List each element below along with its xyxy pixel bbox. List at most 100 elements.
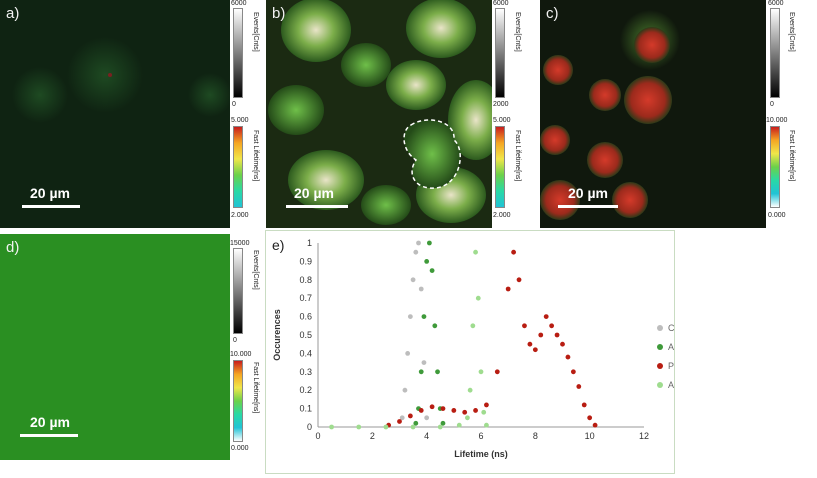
y-tick-label: 0.9 bbox=[299, 256, 312, 266]
colorbar-lifetime-c-min: 0.000 bbox=[768, 212, 786, 219]
colorbar-events-ab-max: 6000 bbox=[231, 0, 247, 7]
data-point bbox=[432, 323, 438, 329]
colorbar-lifetime-ab-title: Fast Lifetime[ns] bbox=[252, 130, 259, 182]
panel-c: c) 20 µm bbox=[540, 0, 766, 228]
panel-a-label: a) bbox=[6, 5, 20, 22]
micrograph-b bbox=[268, 0, 492, 225]
data-point bbox=[440, 406, 446, 411]
colorbar-events-d-title: Events[Cnts] bbox=[252, 250, 259, 290]
panel-a: a) 20 µm bbox=[0, 0, 230, 228]
colorbar-lifetime-d-title: Fast Lifetime[ns] bbox=[252, 362, 259, 414]
y-tick-label: 0.5 bbox=[299, 330, 312, 340]
colorbar-lifetime-ab-max: 5.000 bbox=[231, 117, 249, 124]
data-point bbox=[421, 314, 427, 319]
micrograph-a bbox=[12, 37, 230, 123]
colorbar-events-c-min: 0 bbox=[770, 101, 774, 108]
data-point bbox=[549, 323, 555, 329]
data-point bbox=[402, 387, 408, 393]
data-point bbox=[505, 286, 511, 292]
data-point bbox=[429, 268, 435, 273]
data-point bbox=[418, 408, 424, 413]
legend-marker bbox=[657, 344, 663, 350]
x-tick-label: 4 bbox=[424, 431, 429, 441]
data-point bbox=[467, 387, 473, 393]
colorbar-lifetime-d-min: 0.000 bbox=[231, 445, 249, 452]
data-point bbox=[560, 341, 565, 347]
x-tick-label: 2 bbox=[370, 431, 375, 441]
y-tick-label: 0 bbox=[307, 422, 312, 432]
panel-e-label: e) bbox=[272, 237, 285, 253]
legend-label: Cells bbox=[668, 323, 674, 333]
data-point bbox=[407, 314, 413, 319]
data-point bbox=[456, 422, 462, 428]
legend-marker bbox=[657, 363, 663, 369]
data-point bbox=[581, 402, 587, 408]
panel-e: e) 0 2 4 6 8 10 12 0 0.1 0.2 0.3 0.4 0.5 0.6 0.7 0.8 0.9… bbox=[265, 230, 744, 474]
data-point bbox=[587, 415, 593, 421]
colorbar-events-ab-min: 0 bbox=[232, 101, 236, 108]
colorbar-lifetime-bc-max: 5.000 bbox=[493, 117, 511, 124]
data-point bbox=[410, 277, 416, 283]
y-tick-label: 0.1 bbox=[299, 404, 312, 414]
y-tick-label: 0.4 bbox=[299, 348, 312, 358]
data-point bbox=[383, 424, 389, 430]
panel-d: d) 20 µm bbox=[0, 234, 230, 460]
data-point bbox=[413, 420, 419, 426]
y-axis-title: Occurences bbox=[272, 309, 282, 361]
data-point bbox=[407, 413, 413, 419]
x-tick-label: 12 bbox=[639, 431, 649, 441]
panel-b: b) 20 µm bbox=[266, 0, 492, 228]
colorbar-lifetime-bc bbox=[495, 126, 505, 208]
colorbar-events-c-max: 6000 bbox=[768, 0, 784, 7]
y-tick-label: 0.3 bbox=[299, 367, 312, 377]
data-point bbox=[527, 341, 533, 347]
panel-c-label: c) bbox=[546, 5, 559, 22]
y-tick-label: 0.6 bbox=[299, 312, 312, 322]
data-point bbox=[554, 332, 560, 338]
data-point bbox=[543, 314, 549, 319]
data-point bbox=[592, 422, 598, 428]
x-tick-label: 8 bbox=[533, 431, 538, 441]
legend-label: AcriPyMe_Cells bbox=[668, 342, 674, 352]
legend-marker bbox=[657, 325, 663, 331]
scalebar-c bbox=[558, 205, 618, 208]
data-point bbox=[426, 240, 432, 246]
panel-d-label: d) bbox=[6, 239, 20, 256]
colorbar-events-c-title: Events[Cnts] bbox=[788, 12, 795, 52]
data-point bbox=[522, 323, 527, 329]
data-point bbox=[405, 351, 411, 356]
legend-label: PI_cells bbox=[668, 361, 674, 371]
y-tick-label: 1 bbox=[307, 238, 312, 248]
x-tick-label: 0 bbox=[315, 431, 320, 441]
colorbar-lifetime-bc-min: 2.000 bbox=[493, 212, 511, 219]
data-point bbox=[410, 424, 416, 430]
micrograph-c bbox=[540, 10, 680, 220]
data-point bbox=[329, 424, 334, 430]
data-point bbox=[418, 286, 424, 292]
data-point bbox=[437, 424, 443, 430]
scalebar-d-label: 20 µm bbox=[30, 414, 70, 430]
scalebar-a-label: 20 µm bbox=[30, 185, 70, 201]
colorbar-lifetime-d-max: 10.000 bbox=[230, 351, 252, 358]
y-tick-label: 0.8 bbox=[299, 275, 312, 285]
data-point bbox=[429, 404, 435, 410]
data-point bbox=[440, 420, 446, 426]
data-point bbox=[576, 384, 582, 389]
lifetime-chart: 0 2 4 6 8 10 12 0 0.1 0.2 0.3 0.4 0.5 0.6 0.7 0.8 0.9 1 Li… bbox=[272, 238, 744, 459]
scalebar-a bbox=[22, 205, 80, 208]
colorbar-events-bc-title: Events[Cnts] bbox=[514, 12, 521, 52]
colorbar-events-bc-max: 6000 bbox=[493, 0, 509, 7]
scalebar-b-label: 20 µm bbox=[294, 185, 334, 201]
colorbar-lifetime-c bbox=[770, 126, 780, 208]
data-point bbox=[570, 369, 576, 375]
colorbar-events-c bbox=[770, 8, 780, 98]
data-point bbox=[462, 409, 468, 415]
colorbar-lifetime-c-max: 10.000 bbox=[766, 117, 788, 124]
data-point bbox=[516, 277, 522, 283]
data-point bbox=[424, 259, 430, 264]
data-point bbox=[421, 360, 427, 365]
data-point bbox=[473, 249, 478, 255]
data-point bbox=[451, 408, 457, 413]
x-tick-label: 6 bbox=[478, 431, 483, 441]
colorbar-lifetime-bc-title: Fast Lifetime[ns] bbox=[514, 130, 521, 182]
